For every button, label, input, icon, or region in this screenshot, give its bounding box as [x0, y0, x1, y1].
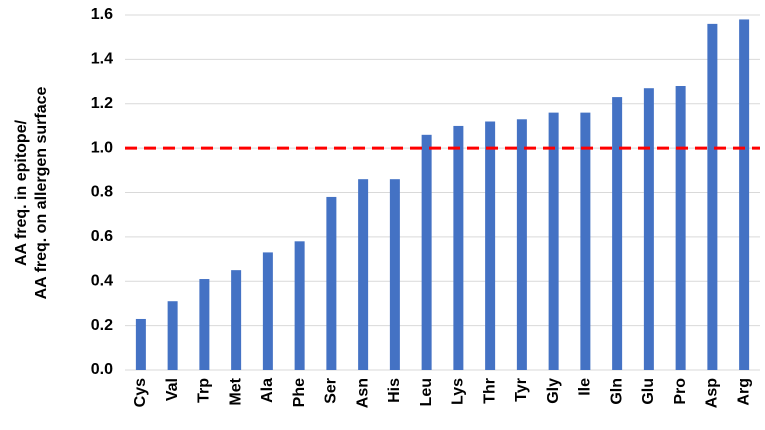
bar — [167, 301, 178, 370]
y-tick-label: 0.0 — [91, 361, 113, 378]
bar — [135, 318, 146, 370]
bar — [421, 134, 432, 370]
x-tick-label: Met — [227, 377, 244, 405]
bar — [707, 23, 718, 370]
x-tick-label: Cys — [132, 378, 149, 407]
y-tick-label: 1.2 — [91, 95, 113, 112]
x-tick-label: Ile — [577, 378, 594, 396]
y-tick-label: 0.6 — [91, 228, 113, 245]
x-tick-label: Ala — [259, 378, 276, 403]
y-axis-label: AA freq. on allergen surface — [33, 87, 50, 300]
x-tick-label: Gln — [608, 378, 625, 405]
bar — [612, 97, 623, 370]
x-tick-label: Ser — [323, 378, 340, 404]
y-axis-label: AA freq. in epitope/ — [13, 119, 30, 266]
y-tick-label: 0.8 — [91, 184, 113, 201]
bar — [516, 119, 527, 370]
x-tick-label: Gly — [545, 378, 562, 404]
y-tick-label: 0.4 — [91, 272, 113, 289]
x-tick-label: Trp — [196, 378, 213, 403]
x-tick-label: Leu — [418, 378, 435, 406]
bar — [358, 179, 369, 370]
x-tick-label: Pro — [672, 378, 689, 405]
bar — [231, 270, 242, 370]
y-tick-label: 1.0 — [91, 139, 113, 156]
y-tick-label: 1.4 — [91, 51, 113, 68]
bar — [580, 112, 591, 370]
bar — [294, 241, 305, 370]
x-tick-label: Val — [164, 378, 181, 401]
bar — [326, 196, 337, 370]
bar — [643, 88, 654, 370]
x-tick-label: Tyr — [513, 378, 530, 402]
bar — [453, 125, 464, 370]
x-tick-label: Phe — [291, 378, 308, 407]
x-tick-label: Arg — [735, 378, 752, 406]
bar — [739, 19, 750, 370]
x-tick-label: Lys — [450, 378, 467, 405]
bar — [548, 112, 559, 370]
y-tick-label: 1.6 — [91, 6, 113, 23]
x-tick-label: Asp — [704, 378, 721, 408]
bar — [675, 86, 686, 370]
x-tick-label: Asn — [354, 378, 371, 408]
y-tick-label: 0.2 — [91, 317, 113, 334]
bar — [485, 121, 496, 370]
bar — [199, 279, 210, 370]
x-tick-label: His — [386, 378, 403, 403]
bar — [262, 252, 273, 370]
x-tick-label: Glu — [640, 378, 657, 405]
bar — [389, 179, 400, 370]
x-tick-label: Thr — [481, 378, 498, 404]
